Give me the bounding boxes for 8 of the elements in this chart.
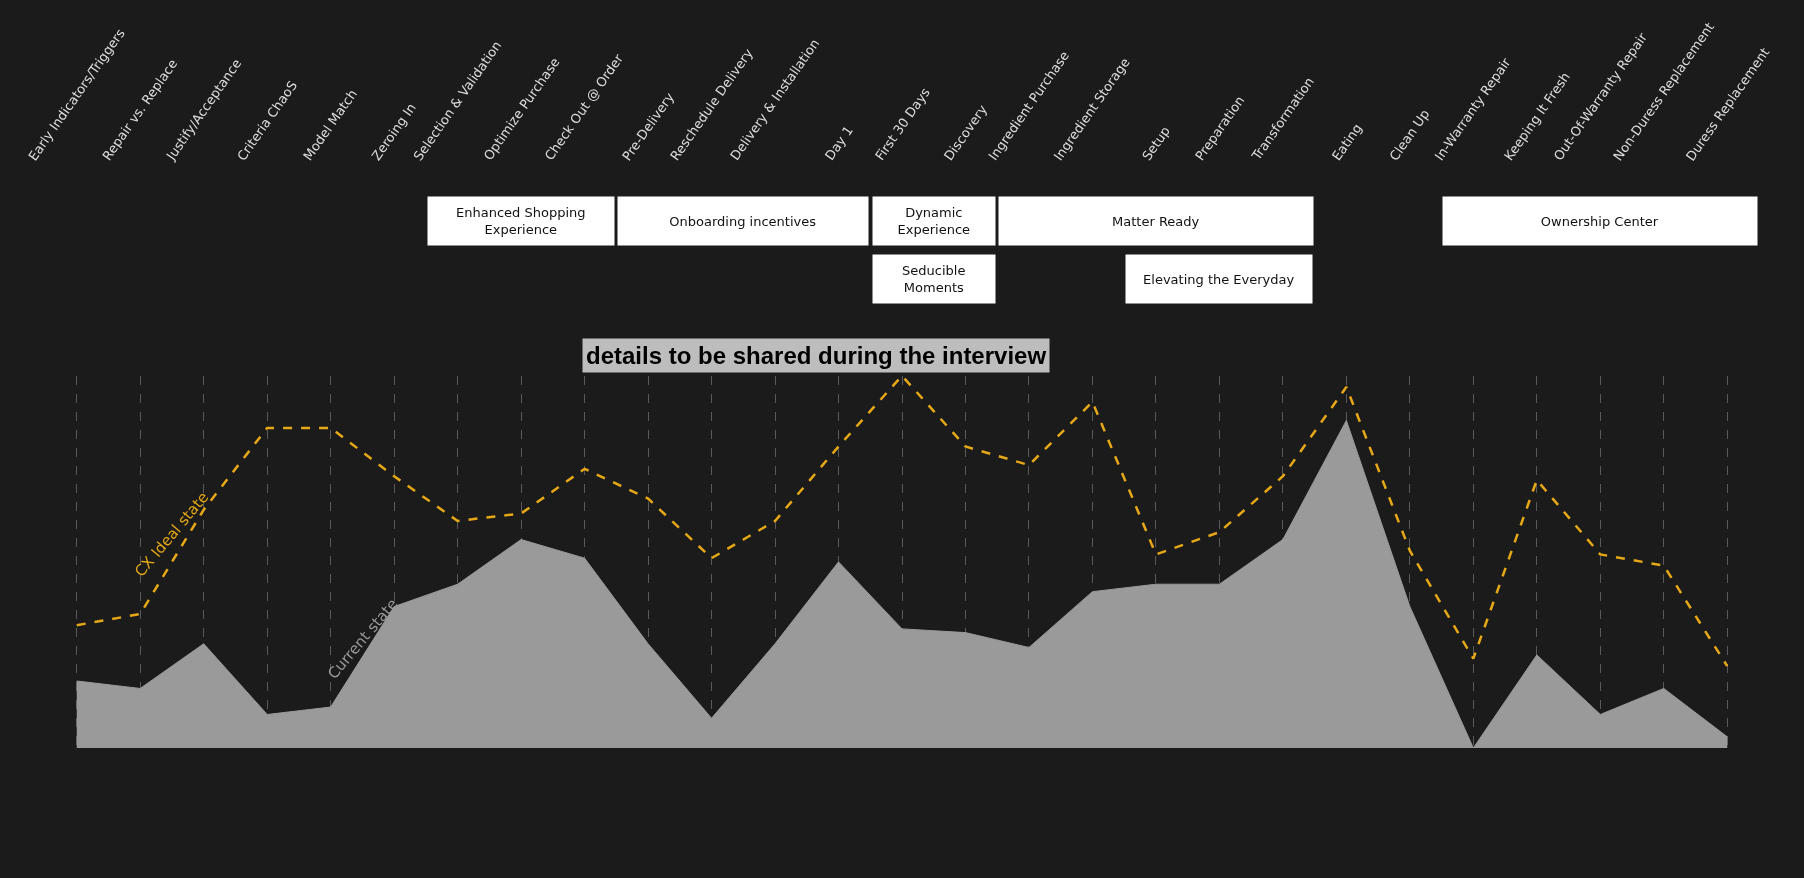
label-box: Dynamic Experience (872, 196, 996, 246)
label-box: Enhanced Shopping Experience (427, 196, 615, 246)
label-box: Onboarding incentives (617, 196, 869, 246)
label-box: Ownership Center (1442, 196, 1758, 246)
label-box: Elevating the Everyday (1125, 254, 1313, 304)
label-box: details to be shared during the interview (582, 338, 1050, 373)
label-box: Matter Ready (998, 196, 1314, 246)
label-box: Seducible Moments (872, 254, 996, 304)
